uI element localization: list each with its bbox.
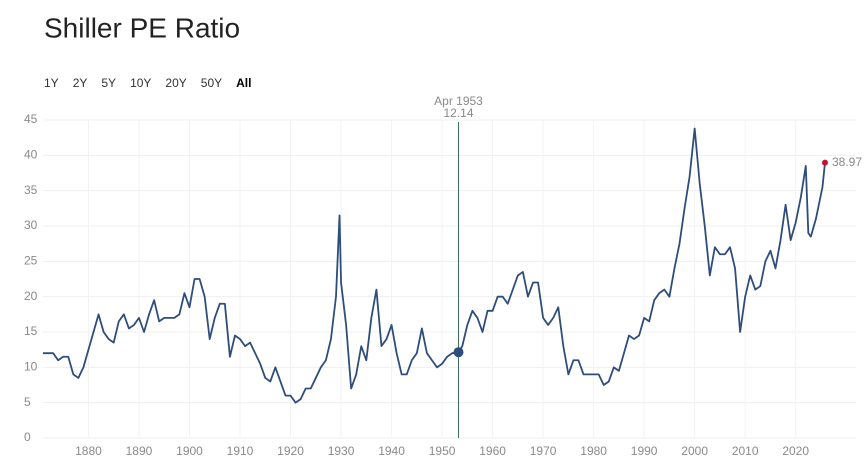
y-tick-label: 5 <box>24 395 31 409</box>
range-button[interactable]: All <box>236 76 251 90</box>
range-button[interactable]: 1Y <box>44 76 59 90</box>
range-button[interactable]: 5Y <box>101 76 116 90</box>
y-tick-label: 0 <box>24 430 31 444</box>
x-tick-label: 1940 <box>378 444 405 458</box>
range-button[interactable]: 20Y <box>165 76 186 90</box>
x-tick-label: 1960 <box>479 444 506 458</box>
x-tick-label: 1900 <box>176 444 203 458</box>
y-tick-label: 20 <box>24 289 38 303</box>
range-button[interactable]: 50Y <box>201 76 222 90</box>
x-tick-label: 1920 <box>277 444 304 458</box>
y-tick-label: 45 <box>24 112 38 126</box>
last-value-label: 38.97 <box>832 155 862 169</box>
chart-title: Shiller PE Ratio <box>44 12 240 43</box>
y-tick-label: 15 <box>24 324 38 338</box>
range-button[interactable]: 10Y <box>130 76 151 90</box>
x-tick-label: 1980 <box>580 444 607 458</box>
x-tick-label: 2000 <box>681 444 708 458</box>
hover-date: Apr 1953 <box>434 94 483 108</box>
range-button[interactable]: 2Y <box>73 76 88 90</box>
x-tick-label: 1970 <box>530 444 557 458</box>
last-point <box>821 159 828 166</box>
x-tick-label: 1930 <box>328 444 355 458</box>
x-tick-label: 2010 <box>732 444 759 458</box>
hover-point <box>453 347 464 358</box>
y-tick-label: 30 <box>24 218 38 232</box>
y-tick-label: 40 <box>24 148 38 162</box>
x-tick-label: 1950 <box>429 444 456 458</box>
x-tick-label: 1880 <box>75 444 102 458</box>
y-tick-label: 25 <box>24 254 38 268</box>
x-tick-label: 1890 <box>126 444 153 458</box>
hover-value: 12.14 <box>443 106 473 120</box>
x-tick-label: 1990 <box>631 444 658 458</box>
line-series <box>43 127 826 404</box>
x-tick-label: 2020 <box>782 444 809 458</box>
y-tick-label: 35 <box>24 183 38 197</box>
x-tick-label: 1910 <box>227 444 254 458</box>
y-tick-label: 10 <box>24 360 38 374</box>
